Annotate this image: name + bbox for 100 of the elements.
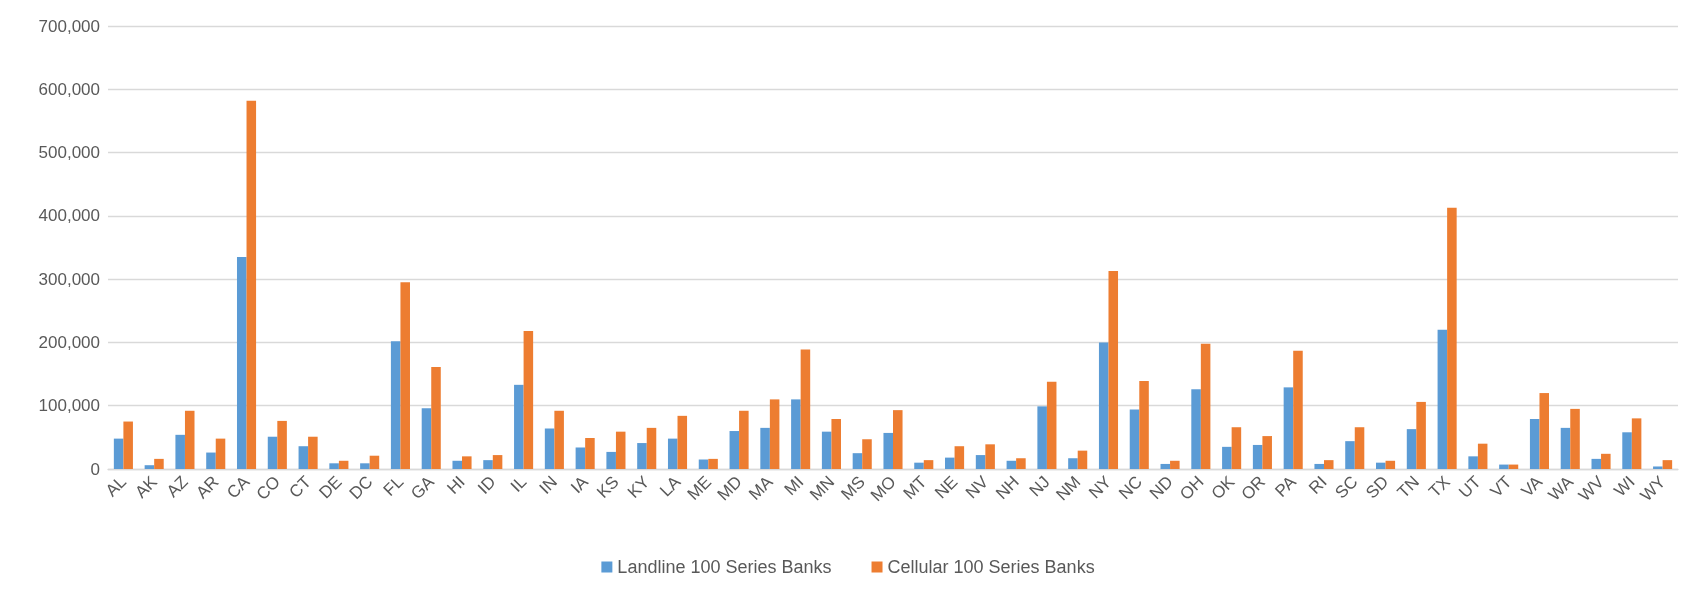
bar bbox=[923, 460, 934, 469]
x-tick-label: OR bbox=[1237, 472, 1270, 504]
x-tick-label: KY bbox=[623, 472, 654, 502]
bar bbox=[1170, 460, 1180, 469]
y-tick-label: 500,000 bbox=[38, 143, 100, 163]
bar bbox=[831, 419, 841, 469]
bar bbox=[452, 460, 463, 469]
bar bbox=[1653, 466, 1663, 469]
bar bbox=[729, 431, 740, 469]
x-tick-label: TN bbox=[1393, 472, 1424, 502]
x-tick-label: AR bbox=[192, 472, 223, 503]
x-tick-label: SD bbox=[1362, 472, 1393, 503]
x-tick-label: PA bbox=[1271, 471, 1301, 501]
bar bbox=[1529, 419, 1540, 469]
y-tick-label: 0 bbox=[90, 459, 100, 479]
x-tick-label: DC bbox=[345, 472, 377, 504]
x-tick-label: NJ bbox=[1025, 472, 1054, 501]
x-tick-label: CA bbox=[223, 471, 254, 503]
bar bbox=[206, 452, 216, 469]
x-tick-label: NV bbox=[961, 471, 993, 503]
x-tick-label: AK bbox=[131, 471, 162, 502]
legend-label: Landline 100 Series Banks bbox=[617, 557, 832, 577]
bar bbox=[1037, 406, 1047, 469]
bar bbox=[615, 431, 626, 469]
bar bbox=[338, 460, 349, 469]
bar bbox=[883, 432, 893, 469]
bar bbox=[1262, 436, 1272, 469]
bar bbox=[1447, 207, 1457, 469]
x-tick-label: AZ bbox=[162, 472, 192, 502]
x-tick-label: MS bbox=[837, 472, 869, 504]
bar bbox=[369, 455, 380, 469]
bar bbox=[1129, 409, 1140, 469]
bar bbox=[800, 349, 811, 469]
bar bbox=[1601, 453, 1611, 469]
bar bbox=[360, 463, 370, 469]
bar bbox=[154, 458, 164, 469]
x-tick-label: IA bbox=[567, 471, 593, 498]
bar bbox=[523, 331, 534, 469]
bar bbox=[791, 399, 801, 469]
bar bbox=[431, 367, 441, 469]
x-tick-label: NC bbox=[1115, 472, 1146, 504]
bar bbox=[483, 460, 493, 469]
x-tick-label: OK bbox=[1207, 471, 1239, 504]
x-tick-label: ND bbox=[1146, 472, 1177, 504]
bar bbox=[852, 453, 863, 469]
bar bbox=[1293, 350, 1303, 469]
bar bbox=[708, 458, 718, 469]
x-tick-label: KS bbox=[593, 472, 623, 502]
x-tick-label: LA bbox=[656, 471, 685, 501]
bar bbox=[421, 408, 432, 469]
x-tick-label: ID bbox=[474, 472, 500, 498]
bar bbox=[1098, 342, 1109, 469]
bar bbox=[554, 410, 564, 469]
x-tick-label: VA bbox=[1517, 471, 1547, 501]
bar bbox=[1314, 463, 1324, 469]
bar bbox=[893, 410, 903, 469]
x-tick-label: NH bbox=[992, 472, 1023, 504]
bar bbox=[1437, 329, 1448, 469]
bar bbox=[1416, 401, 1426, 469]
bar bbox=[575, 447, 586, 469]
y-tick-label: 100,000 bbox=[38, 396, 100, 416]
bar bbox=[1108, 270, 1119, 469]
bar bbox=[1591, 458, 1602, 469]
x-tick-label: GA bbox=[407, 471, 439, 504]
bar bbox=[1068, 458, 1078, 469]
bar bbox=[267, 436, 278, 469]
bar bbox=[1016, 458, 1026, 469]
bar bbox=[1354, 427, 1365, 469]
bar bbox=[1345, 441, 1355, 469]
bar bbox=[184, 410, 195, 469]
bar bbox=[1077, 450, 1088, 469]
bar bbox=[236, 256, 247, 469]
bar bbox=[175, 434, 185, 469]
x-tick-label: MD bbox=[713, 472, 746, 505]
x-tick-label: CO bbox=[252, 472, 285, 504]
bar bbox=[1406, 429, 1417, 469]
bar bbox=[760, 427, 770, 469]
x-tick-label: NE bbox=[931, 472, 962, 503]
bar bbox=[1160, 463, 1171, 469]
bar bbox=[215, 438, 226, 469]
bar bbox=[585, 437, 595, 469]
x-tick-label: MT bbox=[899, 472, 931, 504]
bar bbox=[277, 420, 287, 469]
bar bbox=[329, 463, 339, 469]
bar bbox=[1231, 427, 1242, 469]
x-tick-label: FL bbox=[379, 472, 408, 500]
x-tick-label: WY bbox=[1636, 472, 1670, 506]
x-tick-label: IL bbox=[506, 472, 531, 496]
y-tick-label: 200,000 bbox=[38, 332, 100, 352]
bar bbox=[462, 456, 472, 469]
x-tick-label: MO bbox=[866, 472, 900, 506]
x-tick-label: NM bbox=[1052, 472, 1085, 505]
bar bbox=[144, 465, 155, 469]
y-tick-label: 600,000 bbox=[38, 79, 100, 99]
bar bbox=[1046, 381, 1057, 469]
bar bbox=[862, 439, 872, 469]
bar bbox=[677, 415, 688, 469]
bar bbox=[1006, 460, 1017, 469]
x-tick-label: OH bbox=[1176, 472, 1208, 504]
x-tick-label: AL bbox=[101, 472, 131, 501]
